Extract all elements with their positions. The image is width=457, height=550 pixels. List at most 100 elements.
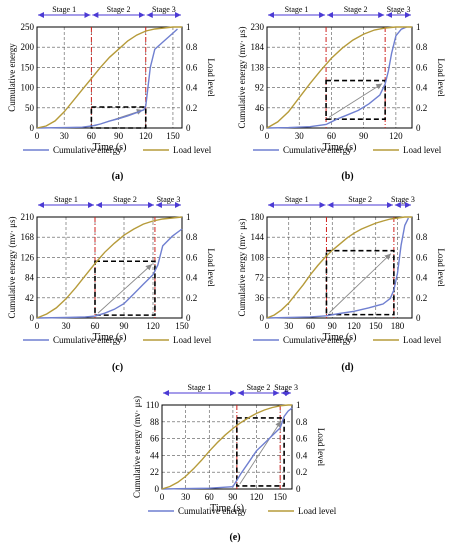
legend-label-energy: Cumulative energy [53,335,122,345]
y2-tick-label: 0.8 [186,232,198,242]
cumulative-energy-line [161,407,293,490]
y-tick-label: 110 [146,400,160,410]
y-tick-label: 0 [260,313,265,323]
stage-2-dashed-box [90,106,147,129]
y2-tick-label: 0.6 [186,252,198,262]
x-tick-label: 120 [146,321,160,331]
y-tick-label: 180 [251,212,265,222]
x-tick-label: 90 [114,131,124,141]
y-tick-label: 84 [25,273,35,283]
y-axis-label: Cumulative energy (mv· μs) [7,217,17,319]
chart-panel-3: 0 30 60 90 120 1500428412616821000.20.40.60.8… [7,195,216,373]
load-level-line [266,216,412,319]
y2-tick-label: 0.4 [296,450,308,460]
x-tick-label: 150 [175,321,189,331]
y2-tick-label: 0.2 [296,467,307,477]
stage-2-dashed-box [236,417,285,487]
y-axis-label: Cumulative energy (mv· μs) [132,396,142,498]
x-tick-label: 120 [347,321,361,331]
trend-arrow [239,420,282,485]
y2-tick-label: 0.8 [416,42,428,52]
y2-tick-label: 0.8 [416,232,428,242]
y-tick-label: 46 [255,103,265,113]
stage-label: Stage 1 [188,383,212,392]
x-tick-label: 120 [250,492,264,502]
stage-label: Stage 3 [391,195,415,204]
y-tick-label: 88 [150,417,160,427]
y-tick-label: 0 [30,123,35,133]
stage-2-dashed-box [325,79,386,121]
y2-tick-label: 0.4 [416,83,428,93]
x-tick-label: 150 [273,492,287,502]
plot-frame [36,26,183,129]
x-tick-label: 60 [306,321,316,331]
x-tick-label: 150 [369,321,383,331]
x-tick-label: 30 [60,131,70,141]
chart-panel-1: 0 30 60 90 120 150 0 50 100 150 200 250 0 0.2 0.4 0.6 0.… [7,5,216,182]
y2-tick-label: 1 [416,22,421,32]
chart-panel-4: 0 30 60 90 120 150 180 0 36 72 108 144 180 0 0.2 0.4 0.6… [237,195,446,373]
stage-label: Stage 3 [152,5,176,14]
y-tick-label: 72 [255,273,264,283]
y-tick-label: 138 [251,62,265,72]
panel-caption: (a) [112,171,124,182]
plot-frame [36,216,183,319]
y-tick-label: 250 [21,22,35,32]
y2-tick-label: 1 [186,22,191,32]
stage-label: Stage 1 [52,5,76,14]
x-axis-label: Time (s) [93,142,127,153]
x-tick-label: 90 [328,321,338,331]
y2-tick-label: 0.6 [416,252,428,262]
y-tick-label: 100 [21,83,35,93]
legend-label-energy: Cumulative energy [53,145,122,155]
stage-label: Stage 1 [285,5,309,14]
legend-label-load: Load level [298,506,337,516]
y-tick-label: 168 [21,232,35,242]
x-axis-label: Time (s) [93,332,127,343]
legend-label-load: Load level [403,335,442,345]
y2-tick-label: 1 [186,212,191,222]
legend-label-energy: Cumulative energy [283,145,352,155]
y2-tick-label: 0 [416,313,421,323]
x-tick-label: 30 [295,131,305,141]
load-level-line [266,26,412,129]
panel-caption: (d) [341,362,353,373]
stage-label: Stage 3 [274,383,298,392]
plot-frame [266,26,413,129]
y-tick-label: 44 [150,450,160,460]
y2-axis-label: Load level [436,248,446,287]
load-level-line [161,404,292,490]
x-tick-label: 0 [265,131,270,141]
y-tick-label: 0 [30,313,35,323]
x-tick-label: 60 [91,321,101,331]
y-tick-label: 150 [21,62,35,72]
panel-caption: (b) [341,171,353,182]
y-tick-label: 108 [251,252,265,262]
stage-label: Stage 1 [54,195,78,204]
y-tick-label: 210 [21,212,35,222]
legend-label-energy: Cumulative energy [283,335,352,345]
trend-arrow [329,253,392,313]
y2-tick-label: 0.6 [416,62,428,72]
legend-label-energy: Cumulative energy [178,506,247,516]
x-axis-label: Time (s) [323,332,357,343]
y2-tick-label: 0.2 [416,103,427,113]
stage-2-dashed-box [94,260,156,316]
trend-arrow [328,83,383,118]
trend-arrow [97,263,153,314]
x-tick-label: 120 [139,131,153,141]
y2-tick-label: 0 [186,313,191,323]
x-tick-label: 30 [284,321,294,331]
y2-axis-label: Load level [206,58,216,97]
y2-tick-label: 0.8 [186,42,198,52]
stage-label: Stage 2 [247,383,271,392]
y-tick-label: 50 [25,103,35,113]
y2-axis-label: Load level [316,428,326,467]
y2-tick-label: 0.6 [296,434,308,444]
x-tick-label: 120 [389,131,403,141]
cumulative-energy-line [266,26,407,129]
y2-tick-label: 1 [296,400,301,410]
stage-2-dashed-box [325,249,395,316]
stage-label: Stage 2 [113,195,137,204]
y2-axis-label: Load level [436,58,446,97]
